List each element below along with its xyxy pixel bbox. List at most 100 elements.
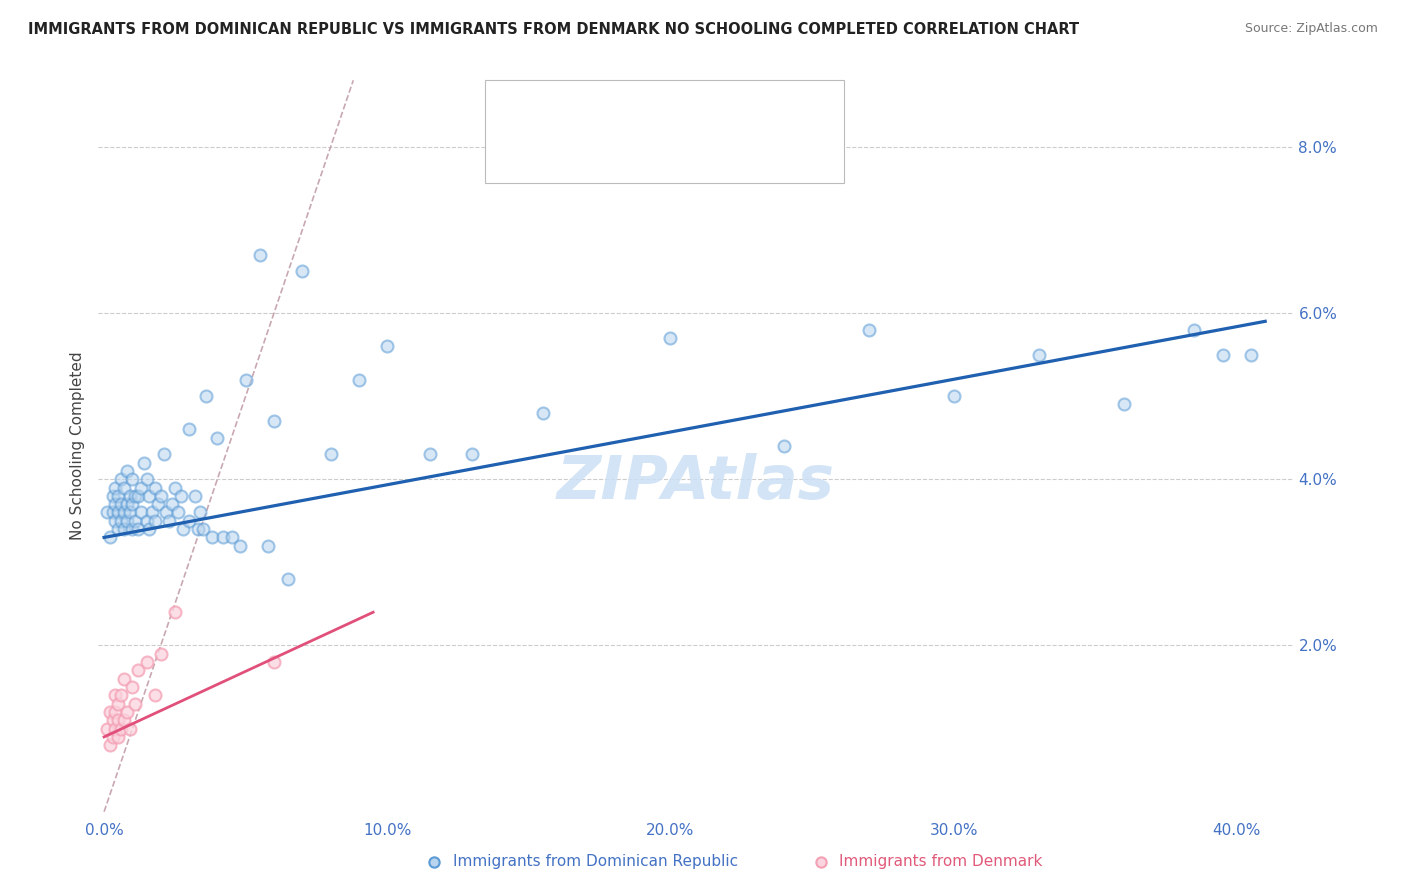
Point xyxy=(160,497,183,511)
Point xyxy=(249,248,271,262)
Point xyxy=(107,730,129,744)
Point xyxy=(135,472,157,486)
Point xyxy=(423,855,446,869)
Text: R =: R = xyxy=(533,88,567,103)
Point xyxy=(143,514,166,528)
Point xyxy=(195,389,218,403)
Point xyxy=(127,522,149,536)
Point xyxy=(152,447,174,461)
Point xyxy=(263,414,285,428)
Text: 0.395: 0.395 xyxy=(575,88,623,103)
Point xyxy=(121,497,143,511)
Point xyxy=(190,506,212,520)
Point xyxy=(155,506,177,520)
Point xyxy=(503,125,526,139)
Point xyxy=(132,456,155,470)
Point xyxy=(118,722,141,736)
Text: ZIPAtlas: ZIPAtlas xyxy=(557,453,835,512)
Text: 25: 25 xyxy=(699,126,720,140)
Point xyxy=(104,705,127,719)
Point xyxy=(115,705,138,719)
Point xyxy=(110,722,132,736)
Point xyxy=(135,514,157,528)
Text: Immigrants from Denmark: Immigrants from Denmark xyxy=(839,855,1043,869)
Point xyxy=(124,489,146,503)
Point xyxy=(110,472,132,486)
Point xyxy=(172,522,194,536)
Point xyxy=(1212,347,1234,362)
Point xyxy=(115,464,138,478)
Point xyxy=(135,655,157,669)
Point xyxy=(101,506,124,520)
Point xyxy=(96,722,118,736)
Point xyxy=(104,722,127,736)
Point xyxy=(96,506,118,520)
Point xyxy=(942,389,965,403)
Point xyxy=(531,406,554,420)
Point xyxy=(163,481,186,495)
Point xyxy=(143,481,166,495)
Point xyxy=(107,489,129,503)
Point xyxy=(101,730,124,744)
Point xyxy=(810,855,832,869)
Point xyxy=(104,497,127,511)
Point xyxy=(263,655,285,669)
Point xyxy=(375,339,398,353)
Point xyxy=(112,506,135,520)
Point xyxy=(257,539,280,553)
Point xyxy=(110,497,132,511)
Point xyxy=(101,714,124,728)
Point xyxy=(419,447,441,461)
Point xyxy=(104,481,127,495)
Point xyxy=(124,514,146,528)
Point xyxy=(110,514,132,528)
Point xyxy=(186,522,208,536)
Point xyxy=(115,514,138,528)
Point xyxy=(98,738,121,752)
Text: N =: N = xyxy=(636,88,679,103)
Point xyxy=(149,647,172,661)
Point xyxy=(104,689,127,703)
Point xyxy=(183,489,205,503)
Point xyxy=(121,522,143,536)
Point xyxy=(98,530,121,544)
Point xyxy=(461,447,484,461)
Point xyxy=(193,522,215,536)
Point xyxy=(107,697,129,711)
Point xyxy=(143,689,166,703)
Text: 0.380: 0.380 xyxy=(575,126,623,140)
Point xyxy=(212,530,235,544)
Point xyxy=(177,422,200,436)
Point xyxy=(112,481,135,495)
Point xyxy=(149,489,172,503)
Point xyxy=(104,514,127,528)
Point xyxy=(110,689,132,703)
Point xyxy=(121,680,143,694)
Point xyxy=(101,489,124,503)
Point xyxy=(146,497,169,511)
Point xyxy=(141,506,163,520)
Point xyxy=(221,530,243,544)
Point xyxy=(201,530,224,544)
Text: IMMIGRANTS FROM DOMINICAN REPUBLIC VS IMMIGRANTS FROM DENMARK NO SCHOOLING COMPL: IMMIGRANTS FROM DOMINICAN REPUBLIC VS IM… xyxy=(28,22,1080,37)
Point xyxy=(1028,347,1050,362)
Point xyxy=(772,439,794,453)
Point xyxy=(235,372,257,386)
Text: R =: R = xyxy=(533,126,567,140)
Text: Source: ZipAtlas.com: Source: ZipAtlas.com xyxy=(1244,22,1378,36)
Point xyxy=(107,506,129,520)
Point xyxy=(115,497,138,511)
Text: Immigrants from Dominican Republic: Immigrants from Dominican Republic xyxy=(453,855,738,869)
Point xyxy=(118,489,141,503)
Point xyxy=(121,472,143,486)
Point xyxy=(124,697,146,711)
Point xyxy=(503,87,526,102)
Point xyxy=(229,539,252,553)
Point xyxy=(129,506,152,520)
Point xyxy=(112,714,135,728)
Point xyxy=(177,514,200,528)
Point xyxy=(163,605,186,619)
Point xyxy=(138,489,160,503)
Point xyxy=(277,572,299,586)
Point xyxy=(291,264,314,278)
